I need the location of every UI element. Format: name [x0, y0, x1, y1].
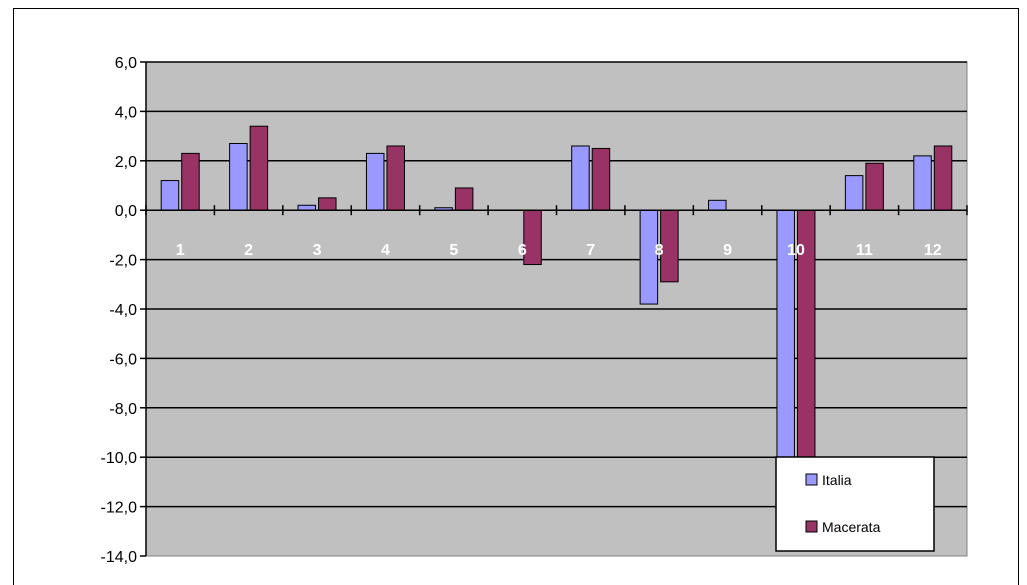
bar-macerata-7	[591, 147, 611, 211]
category-labels: 1 2 3 4 5 6 7 8 9 10 11 12	[176, 242, 942, 259]
category-label: 4	[381, 242, 390, 259]
bar-macerata-4	[386, 145, 405, 211]
y-tick-label: -2,0	[109, 253, 137, 270]
legend: Italia Macerata	[775, 456, 935, 552]
bar-macerata-3	[318, 197, 337, 211]
bar-macerata-2	[249, 125, 269, 211]
y-tick-label: -4,0	[109, 302, 137, 319]
category-label: 12	[924, 242, 942, 259]
y-tick-label: -6,0	[109, 351, 137, 368]
bar-italia-1	[160, 180, 180, 211]
bars	[160, 125, 953, 458]
y-tick-label: 6,0	[115, 55, 137, 72]
y-tick-label: 2,0	[115, 154, 137, 171]
y-tick-label: -12,0	[101, 500, 138, 517]
y-tick-label: 0,0	[115, 203, 137, 220]
category-label: 11	[856, 242, 873, 259]
bar-italia-9	[708, 199, 727, 211]
bar-italia-4	[365, 152, 385, 211]
category-label: 6	[518, 242, 527, 259]
bar-macerata-11	[865, 162, 884, 211]
legend-label-italia: Italia	[822, 472, 852, 488]
y-tick-label: -10,0	[101, 450, 138, 467]
bar-macerata-5	[454, 187, 474, 211]
bar-italia-11	[844, 175, 864, 211]
bar-italia-2	[229, 143, 248, 211]
category-label: 10	[787, 242, 805, 259]
category-label: 2	[244, 242, 253, 259]
y-tick-labels: 6,0 4,0 2,0 0,0 -2,0 -4,0 -6,0 -8,0 -10,0 -12,0 -1…	[101, 55, 138, 566]
category-label: 3	[313, 242, 322, 259]
legend-swatch-macerata	[805, 520, 818, 533]
category-label: 1	[176, 242, 185, 259]
axes	[140, 61, 968, 557]
category-label: 5	[449, 242, 458, 259]
legend-label-macerata: Macerata	[822, 519, 881, 535]
legend-swatch-italia	[805, 473, 818, 486]
y-tick-label: -8,0	[109, 401, 137, 418]
y-tick-label: 4,0	[115, 104, 137, 121]
y-tick-label: -14,0	[101, 549, 138, 566]
bar-italia-7	[571, 145, 590, 211]
category-label: 9	[723, 242, 732, 259]
bar-italia-12	[913, 155, 932, 211]
category-label: 7	[586, 242, 595, 259]
category-label: 8	[655, 242, 664, 259]
legend-box	[775, 456, 935, 552]
bar-macerata-12	[933, 145, 953, 211]
bar-macerata-1	[181, 152, 200, 211]
